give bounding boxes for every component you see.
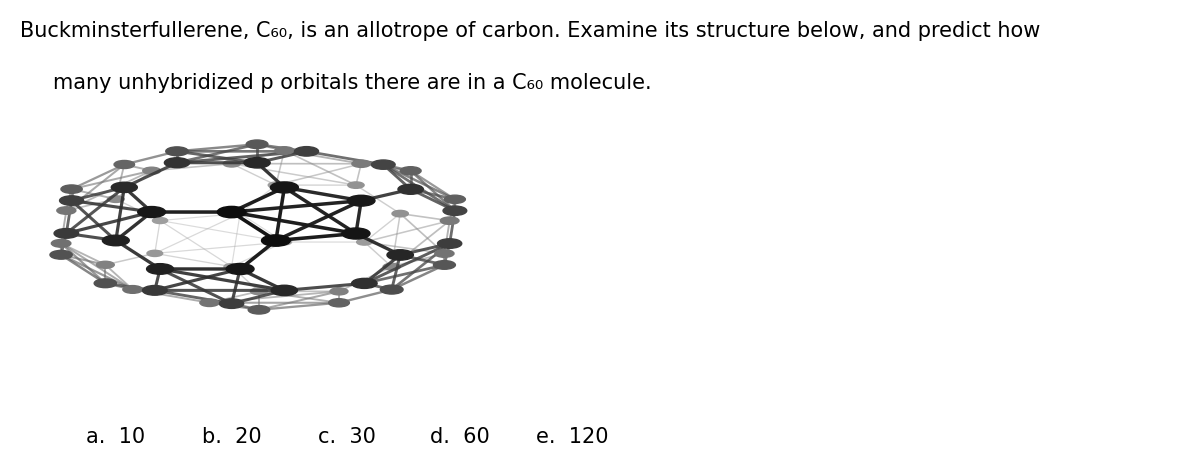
- Text: e.  120: e. 120: [536, 427, 608, 447]
- Circle shape: [223, 160, 240, 167]
- Circle shape: [440, 217, 458, 224]
- Circle shape: [166, 147, 188, 156]
- Circle shape: [383, 263, 401, 270]
- Circle shape: [60, 196, 84, 205]
- Circle shape: [269, 182, 283, 188]
- Circle shape: [262, 235, 290, 246]
- Circle shape: [372, 160, 395, 169]
- Circle shape: [434, 250, 454, 257]
- Circle shape: [342, 228, 370, 239]
- Circle shape: [112, 182, 137, 193]
- Text: Buckminsterfullerene, C₆₀, is an allotrope of carbon. Examine its structure belo: Buckminsterfullerene, C₆₀, is an allotro…: [20, 21, 1040, 41]
- Circle shape: [443, 206, 467, 215]
- Circle shape: [438, 239, 462, 248]
- Circle shape: [233, 210, 247, 216]
- Text: a.  10: a. 10: [86, 427, 145, 447]
- Circle shape: [152, 218, 168, 224]
- Circle shape: [146, 263, 174, 274]
- Circle shape: [392, 210, 408, 217]
- Circle shape: [220, 299, 244, 308]
- Circle shape: [61, 185, 83, 193]
- Circle shape: [50, 250, 72, 259]
- Circle shape: [348, 195, 374, 206]
- Circle shape: [275, 147, 294, 154]
- Circle shape: [114, 160, 134, 168]
- Text: many unhybridized p orbitals there are in a C₆₀ molecule.: many unhybridized p orbitals there are i…: [53, 73, 652, 93]
- Circle shape: [200, 299, 220, 307]
- Circle shape: [398, 184, 424, 194]
- Circle shape: [444, 195, 466, 203]
- Circle shape: [246, 140, 268, 149]
- Circle shape: [352, 279, 377, 289]
- Circle shape: [143, 286, 167, 295]
- Circle shape: [143, 167, 161, 174]
- Circle shape: [277, 239, 292, 245]
- Circle shape: [54, 228, 79, 238]
- Circle shape: [329, 298, 349, 307]
- Circle shape: [433, 261, 455, 269]
- Circle shape: [56, 207, 76, 214]
- Circle shape: [164, 158, 190, 168]
- Circle shape: [356, 239, 372, 245]
- Circle shape: [330, 288, 348, 295]
- Circle shape: [102, 235, 130, 246]
- Circle shape: [96, 261, 114, 268]
- Circle shape: [248, 306, 270, 314]
- Text: c.  30: c. 30: [318, 427, 376, 447]
- Circle shape: [348, 182, 364, 188]
- Circle shape: [380, 285, 403, 294]
- Circle shape: [244, 158, 270, 168]
- Text: d.  60: d. 60: [430, 427, 490, 447]
- Circle shape: [224, 263, 239, 270]
- Circle shape: [226, 263, 254, 274]
- Circle shape: [401, 166, 421, 175]
- Circle shape: [122, 286, 143, 293]
- Circle shape: [386, 250, 413, 260]
- Text: b.  20: b. 20: [202, 427, 262, 447]
- Circle shape: [217, 206, 246, 218]
- Circle shape: [270, 182, 299, 193]
- Circle shape: [251, 288, 268, 295]
- Circle shape: [52, 239, 71, 247]
- Circle shape: [294, 147, 318, 156]
- Circle shape: [108, 196, 125, 202]
- Circle shape: [271, 285, 298, 296]
- Circle shape: [94, 279, 116, 288]
- Circle shape: [352, 160, 371, 167]
- Circle shape: [146, 250, 163, 256]
- Circle shape: [138, 207, 166, 218]
